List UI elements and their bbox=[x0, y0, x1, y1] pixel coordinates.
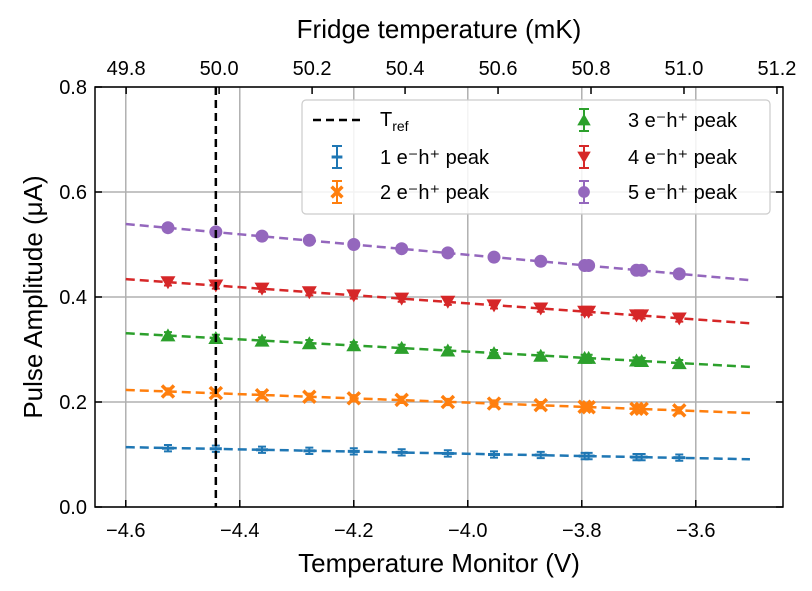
legend-marker-2 bbox=[330, 185, 344, 199]
data-point bbox=[671, 312, 687, 326]
legend-marker-4 bbox=[577, 151, 591, 164]
x-tick-label: −3.6 bbox=[676, 520, 715, 542]
data-point bbox=[581, 305, 597, 319]
top-x-tick-label: 50.6 bbox=[479, 58, 518, 80]
data-point bbox=[347, 238, 361, 251]
data-point bbox=[486, 396, 502, 411]
data-point bbox=[486, 346, 502, 360]
data-point bbox=[302, 233, 316, 247]
data-point bbox=[581, 350, 597, 364]
data-point bbox=[395, 242, 409, 256]
legend-marker-3 bbox=[577, 113, 591, 126]
data-point bbox=[582, 259, 596, 272]
data-point bbox=[254, 333, 270, 347]
data-point bbox=[160, 328, 176, 342]
legend-label-2: 2 e⁻h⁺ peak bbox=[380, 182, 490, 204]
data-point bbox=[346, 338, 362, 352]
legend-tref-label: Tref bbox=[380, 109, 409, 134]
y-tick-label: 0.4 bbox=[59, 287, 87, 309]
top-x-tick-label: 51.2 bbox=[757, 58, 796, 80]
top-x-axis-label: Fridge temperature (mK) bbox=[297, 14, 582, 44]
x-axis-label: Temperature Monitor (V) bbox=[298, 548, 580, 578]
data-point bbox=[533, 302, 549, 316]
top-x-tick-label: 50.0 bbox=[200, 58, 239, 80]
data-point bbox=[302, 389, 317, 404]
legend-marker-5 bbox=[578, 186, 590, 198]
legend-label-3: 3 e⁻h⁺ peak bbox=[628, 110, 738, 132]
data-point bbox=[440, 295, 456, 309]
top-x-tick-label: 50.8 bbox=[572, 58, 611, 80]
data-point bbox=[346, 391, 362, 406]
top-x-tick-label: 51.0 bbox=[665, 58, 704, 80]
fit-line-3 bbox=[125, 331, 751, 369]
data-point bbox=[672, 403, 687, 418]
legend-label-4: 4 e⁻h⁺ peak bbox=[628, 147, 738, 169]
legend-frame bbox=[301, 99, 771, 215]
data-point bbox=[161, 221, 175, 235]
fit-line-4 bbox=[125, 277, 751, 325]
data-point bbox=[160, 384, 176, 399]
legend-label-1: 1 e⁻h⁺ peak bbox=[380, 147, 490, 169]
y-tick-label: 0.0 bbox=[59, 497, 87, 519]
data-point bbox=[394, 392, 409, 408]
legend-label-5: 5 e⁻h⁺ peak bbox=[628, 182, 738, 204]
data-point bbox=[634, 401, 649, 417]
data-point bbox=[533, 348, 549, 362]
data-point bbox=[254, 387, 270, 403]
x-tick-label: −4.6 bbox=[106, 520, 145, 542]
data-point bbox=[301, 286, 317, 300]
fit-line-2 bbox=[125, 388, 750, 415]
y-tick-label: 0.6 bbox=[59, 182, 87, 204]
x-tick-label: −3.8 bbox=[562, 520, 601, 542]
data-point bbox=[440, 343, 456, 357]
data-point bbox=[672, 267, 686, 281]
x-tick-label: −4.4 bbox=[220, 520, 259, 542]
data-point bbox=[635, 263, 649, 277]
top-x-tick-label: 50.4 bbox=[386, 58, 425, 80]
data-point bbox=[581, 400, 596, 415]
data-point bbox=[487, 250, 501, 264]
data-point bbox=[346, 289, 362, 303]
top-x-tick-label: 49.8 bbox=[107, 58, 146, 80]
legend: Tref 1 e⁻h⁺ peak 2 e⁻h⁺ peak 3 e⁻h⁺ peak 4 e… bbox=[301, 99, 771, 215]
data-point bbox=[534, 254, 548, 268]
y-axis-label: Pulse Amplitude (μA) bbox=[18, 175, 48, 418]
data-point bbox=[486, 299, 502, 313]
data-point bbox=[533, 397, 548, 413]
x-tick-label: −4.2 bbox=[334, 520, 373, 542]
x-tick-label: −4.0 bbox=[448, 520, 487, 542]
data-points bbox=[160, 221, 687, 462]
data-point bbox=[671, 356, 687, 370]
data-point bbox=[160, 276, 176, 290]
ticks: −4.6 −4.4 −4.2 −4.0 −3.8 −3.6 0.0 0.2 0.4 0.6 0.8 4… bbox=[59, 58, 796, 542]
y-tick-label: 0.8 bbox=[59, 77, 87, 99]
data-point bbox=[301, 336, 317, 350]
y-tick-label: 0.2 bbox=[59, 392, 87, 414]
data-point bbox=[255, 229, 269, 243]
data-point bbox=[440, 394, 456, 410]
data-point bbox=[394, 340, 410, 354]
data-point bbox=[441, 246, 455, 260]
data-point bbox=[394, 292, 410, 306]
data-point bbox=[634, 309, 650, 323]
data-point bbox=[634, 354, 650, 368]
data-point bbox=[254, 282, 270, 296]
top-x-tick-label: 50.2 bbox=[293, 58, 332, 80]
